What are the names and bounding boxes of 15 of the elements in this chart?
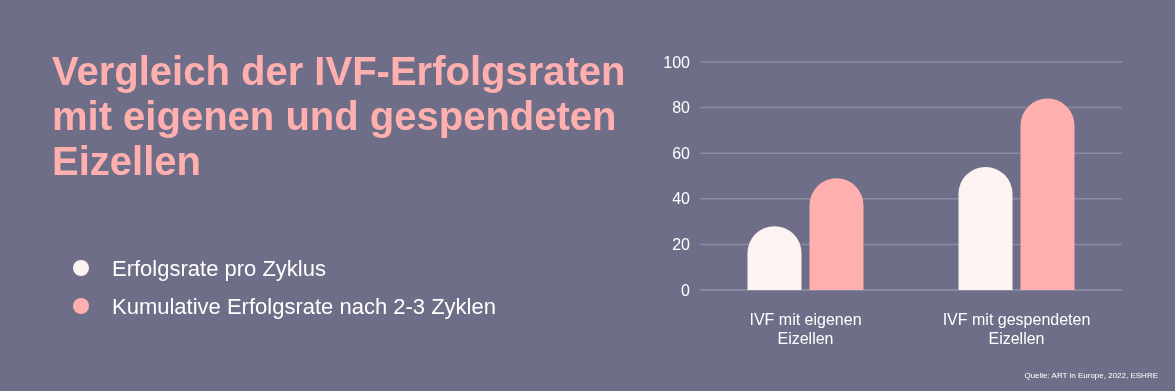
legend-label: Erfolgsrate pro Zyklus xyxy=(112,256,326,281)
y-tick-label: 40 xyxy=(672,190,691,208)
text: Vergleich der IVF-Erfolgsraten mit eigenen und gespendeten Eizellen xyxy=(52,49,626,183)
bar xyxy=(1020,98,1075,290)
y-tick-label: 20 xyxy=(672,236,691,253)
bar xyxy=(809,178,864,290)
source-note: Quelle: ART in Europe, 2022, ESHRE xyxy=(1024,371,1158,380)
y-tick-label: 0 xyxy=(681,281,691,299)
y-tick-label: 80 xyxy=(672,99,691,117)
y-tick-label: 100 xyxy=(663,53,691,71)
legend-label: Kumulative Erfolgsrate nach 2-3 Zyklen xyxy=(112,294,496,319)
y-tick-label: 60 xyxy=(672,144,691,162)
bar xyxy=(958,166,1013,290)
x-tick-label: IVF mit eigenen Eizellen xyxy=(749,311,862,347)
x-tick-label: IVF mit gespendeten Eizellen xyxy=(942,311,1091,347)
